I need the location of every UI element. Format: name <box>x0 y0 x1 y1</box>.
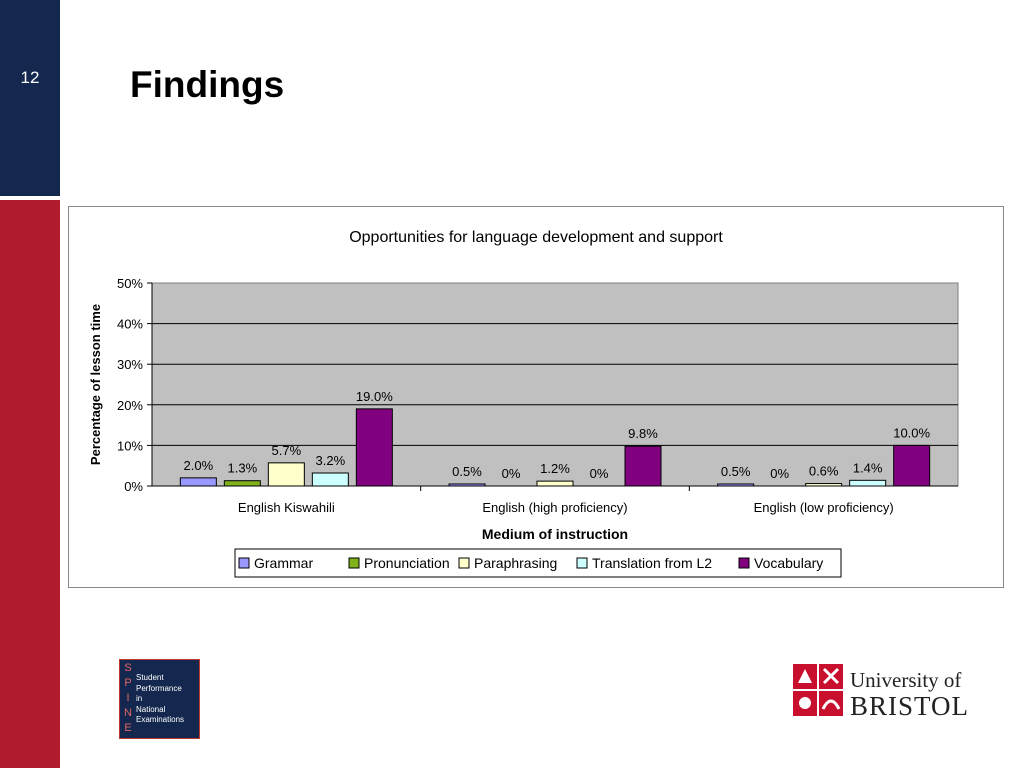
data-label: 19.0% <box>356 389 393 404</box>
legend-label: Grammar <box>254 555 313 571</box>
data-label: 2.0% <box>184 458 214 473</box>
x-tick-label: English Kiswahili <box>238 500 335 515</box>
spine-word: National <box>136 704 166 714</box>
legend-swatch <box>348 557 360 569</box>
spine-logo-letters: S P I N E <box>123 661 133 736</box>
x-tick-label: English (high proficiency) <box>482 500 627 515</box>
university-name: University of BRISTOL <box>850 668 969 720</box>
y-axis-title: Percentage of lesson time <box>88 304 103 465</box>
data-label: 0.5% <box>452 464 482 479</box>
legend-label: Paraphrasing <box>474 555 557 571</box>
y-tick-label: 40% <box>117 317 143 332</box>
university-name-line2: BRISTOL <box>850 691 970 721</box>
data-label: 3.2% <box>316 453 346 468</box>
data-label: 0.6% <box>809 464 839 479</box>
bar <box>624 445 662 487</box>
bar <box>267 462 305 487</box>
bar <box>355 408 393 487</box>
data-label: 0.5% <box>721 464 751 479</box>
bar <box>448 483 486 487</box>
spine-letter: I <box>126 692 130 704</box>
y-tick-label: 10% <box>117 438 143 453</box>
bar <box>893 444 931 487</box>
spine-logo: S P I N E Student Performance in Nationa… <box>119 659 200 739</box>
x-tick-label: English (low proficiency) <box>754 500 894 515</box>
bar <box>849 479 887 487</box>
slide-sidebar-bottom <box>0 200 60 768</box>
legend-label: Vocabulary <box>754 555 823 571</box>
y-tick-label: 30% <box>117 357 143 372</box>
legend-label: Pronunciation <box>364 555 450 571</box>
slide-number: 12 <box>20 68 40 87</box>
spine-word: Student <box>136 673 164 682</box>
bristol-crest-icon <box>793 664 843 716</box>
y-tick-label: 50% <box>117 276 143 291</box>
x-axis-title: Medium of instruction <box>482 526 628 542</box>
data-label: 1.2% <box>540 461 570 476</box>
slide-title: Findings <box>130 64 285 105</box>
spine-letter: P <box>124 677 132 689</box>
bar <box>223 480 261 487</box>
spine-letter: E <box>124 722 132 734</box>
chart-frame: Opportunities for language development a… <box>68 206 1004 588</box>
data-label: 0% <box>502 466 521 481</box>
legend-swatch <box>738 557 750 569</box>
university-of-bristol-logo: University of BRISTOL <box>792 663 982 723</box>
legend-swatch <box>458 557 470 569</box>
university-name-line1: University of <box>850 668 962 692</box>
spine-word: in <box>136 694 143 703</box>
bar <box>717 483 755 487</box>
bar-chart: Opportunities for language development a… <box>68 206 1004 588</box>
data-label: 0% <box>770 466 789 481</box>
plot-area <box>151 282 959 487</box>
spine-letter: S <box>124 662 132 674</box>
bar <box>536 480 574 487</box>
spine-logo-text: Student Performance in National Examinat… <box>136 673 184 726</box>
slide-sidebar-top <box>0 0 60 196</box>
spine-word: Examinations <box>136 715 185 724</box>
bar <box>805 483 843 487</box>
data-label: 0% <box>590 466 609 481</box>
data-label: 1.3% <box>228 461 258 476</box>
chart-title: Opportunities for language development a… <box>349 229 723 246</box>
data-label: 1.4% <box>853 460 883 475</box>
spine-word: Performance <box>136 683 182 693</box>
spine-letter: N <box>124 707 132 719</box>
bar <box>179 477 217 487</box>
data-label: 9.8% <box>628 426 658 441</box>
bar <box>311 472 349 487</box>
data-label: 5.7% <box>272 443 302 458</box>
legend-label: Translation from L2 <box>592 555 712 571</box>
y-tick-label: 0% <box>124 479 143 494</box>
legend-swatch <box>576 557 588 569</box>
legend-swatch <box>238 557 250 569</box>
y-tick-label: 20% <box>117 398 143 413</box>
data-label: 10.0% <box>893 425 930 440</box>
